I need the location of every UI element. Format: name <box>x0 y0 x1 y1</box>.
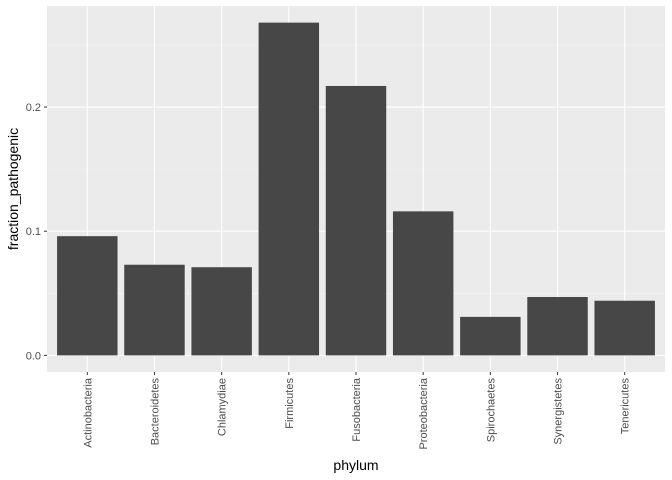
y-axis-title: fraction_pathogenic <box>5 128 21 250</box>
x-tick-label: Spirochaetes <box>485 378 497 443</box>
y-tick-label: 0.2 <box>26 102 41 114</box>
bar-spirochaetes <box>460 316 521 356</box>
x-tick-label: Bacteroidetes <box>149 378 161 446</box>
x-tick-label: Proteobacteria <box>418 377 430 449</box>
bar-synergistetes <box>527 297 588 356</box>
x-tick-label: Fusobacteria <box>351 377 363 441</box>
bar-tenericutes <box>594 300 655 356</box>
x-axis-title: phylum <box>333 457 378 473</box>
bar-chlamydiae <box>191 267 252 356</box>
y-tick-label: 0.0 <box>26 350 41 362</box>
bar-proteobacteria <box>392 211 454 356</box>
x-axis: Actinobacteria Bacteroidetes Chlamydiae Fir… <box>82 372 632 450</box>
bar-actinobacteria <box>57 236 118 356</box>
bar-bacteroidetes <box>124 264 185 356</box>
x-tick-label: Firmicutes <box>284 378 296 429</box>
bar-firmicutes <box>258 22 320 356</box>
y-tick-label: 0.1 <box>26 226 41 238</box>
y-axis: 0.0 0.1 0.2 <box>26 102 47 362</box>
x-tick-label: Tenericutes <box>620 378 632 435</box>
x-tick-label: Chlamydiae <box>217 378 229 436</box>
bars <box>57 22 655 356</box>
x-tick-label: Actinobacteria <box>82 377 94 448</box>
bar-fusobacteria <box>325 85 387 356</box>
x-tick-label: Synergistetes <box>553 378 565 445</box>
